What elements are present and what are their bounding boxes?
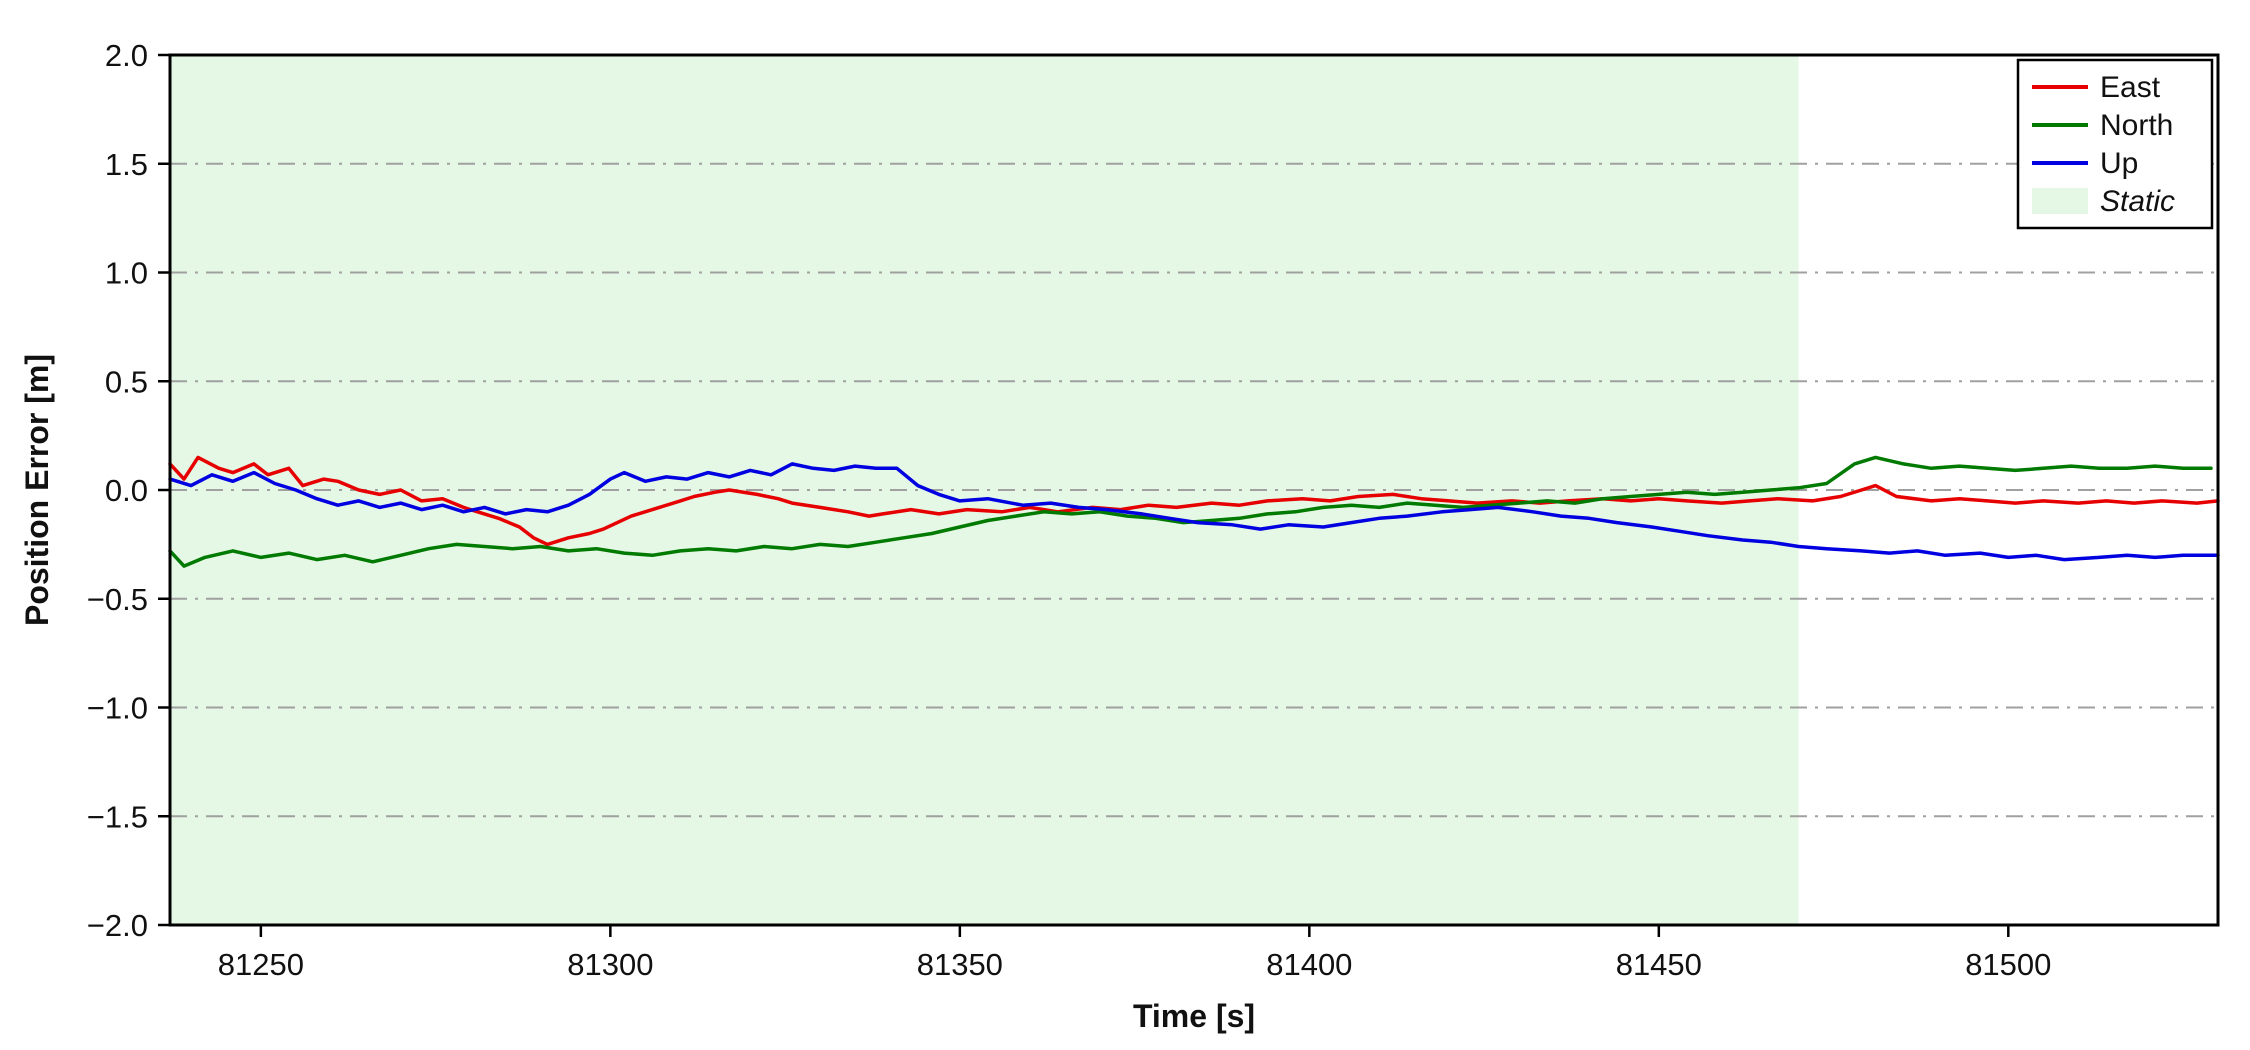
legend-label-north: North	[2100, 109, 2173, 142]
x-tick-label: 81250	[218, 947, 304, 982]
legend-label-static: Static	[2100, 185, 2175, 218]
x-tick-label: 81450	[1616, 947, 1702, 982]
x-tick-label: 81350	[917, 947, 1003, 982]
y-tick-label: 1.0	[105, 256, 148, 291]
legend-swatch-static	[2032, 188, 2088, 214]
y-tick-label: 2.0	[105, 38, 148, 73]
legend-entry-east: East	[2032, 71, 2161, 104]
y-tick-label: −2.0	[87, 908, 148, 943]
x-tick-label: 81400	[1266, 947, 1352, 982]
legend-label-up: Up	[2100, 147, 2138, 180]
legend-entry-north: North	[2032, 109, 2173, 142]
y-tick-label: −1.5	[87, 799, 148, 834]
series-line-east	[168, 455, 2220, 547]
y-axis-label: Position Error [m]	[19, 354, 55, 626]
y-tick-label: 0.0	[105, 473, 148, 508]
x-tick-label: 81500	[1965, 947, 2051, 982]
x-tick-label: 81300	[567, 947, 653, 982]
y-tick-label: −0.5	[87, 582, 148, 617]
y-tick-label: 0.5	[105, 364, 148, 399]
legend: East North Up Static	[2016, 58, 2214, 230]
legend-entry-up: Up	[2032, 147, 2138, 180]
series-line-north	[168, 455, 2213, 568]
y-tick-label: 1.5	[105, 147, 148, 182]
legend-entry-static: Static	[2032, 185, 2175, 218]
legend-label-east: East	[2100, 71, 2161, 104]
series-line-up	[168, 462, 2220, 562]
x-axis-label: Time [s]	[1133, 998, 1255, 1034]
y-tick-label: −1.0	[87, 691, 148, 726]
